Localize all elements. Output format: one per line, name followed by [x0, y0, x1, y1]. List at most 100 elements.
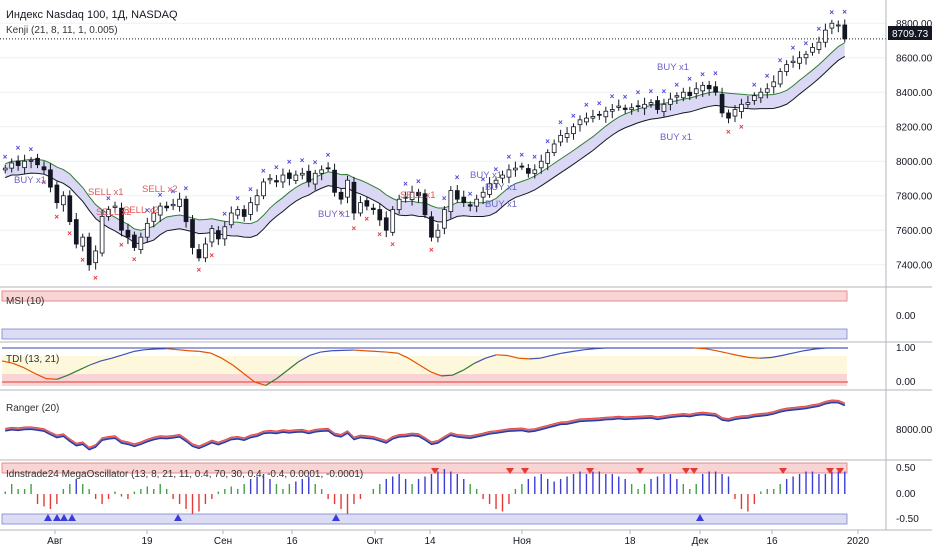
tdi-line-segment [694, 347, 706, 350]
tdi-line-segment [770, 354, 783, 359]
candle-body [209, 228, 215, 243]
candle-body [216, 230, 221, 240]
oscillator-down-marker [682, 468, 690, 474]
oscillator-down-marker [586, 468, 594, 474]
oscillator-down-marker [431, 468, 439, 474]
signal-cross: × [636, 88, 641, 97]
candle-body [564, 133, 570, 138]
signal-cross: × [623, 93, 628, 102]
indicator-label-ranger: Ranger (20) [6, 403, 59, 414]
osc-lower-zone [1, 513, 848, 525]
oscillator-up-marker [174, 514, 182, 521]
tdi-line-segment [199, 350, 211, 354]
tdi-pane[interactable] [1, 347, 848, 386]
price-tick-label: 7400.00 [896, 260, 932, 271]
candle-body [739, 103, 744, 112]
main-price-pane[interactable]: × × × × × × × × × × × × × × × × × × × × × × × × × × × × × × × × × × × × × × × ×… [0, 7, 886, 283]
signal-cross: × [829, 8, 834, 17]
candle-body [758, 91, 764, 99]
tdi-line-segment [573, 349, 585, 352]
price-tick-label: 8400.00 [896, 88, 932, 99]
signal-annotation: BUY x1 [470, 170, 502, 181]
tdi-line-segment [364, 350, 376, 352]
candle-body [429, 216, 434, 238]
candle-body [513, 167, 518, 171]
tdi-tick-label: 1.00 [896, 343, 916, 354]
signal-annotation: BUY x1 [14, 175, 46, 186]
tdi-line-segment [254, 381, 266, 386]
signal-annotation: BUY x1 [485, 199, 517, 210]
candle-body [170, 203, 176, 207]
candle-body [597, 113, 602, 116]
signal-cross: × [558, 118, 563, 127]
price-tick-label: 8800.00 [896, 19, 932, 30]
osc-tick-label: -0.50 [896, 514, 919, 525]
candle-body [228, 212, 234, 226]
signal-cross: × [765, 71, 770, 80]
signal-cross: × [209, 251, 214, 260]
signal-cross: × [67, 229, 72, 238]
candle-body [2, 167, 8, 171]
tdi-line-segment [122, 350, 135, 356]
candle-body [235, 209, 241, 216]
signal-annotation: BUY x1 [485, 182, 517, 193]
tdi-line-segment [144, 348, 156, 351]
signal-cross: × [106, 194, 111, 203]
tdi-line-segment [716, 350, 728, 354]
tdi-line-segment [551, 352, 563, 357]
candle-body [299, 172, 305, 176]
candle-body [680, 91, 686, 99]
ranger-tick-label: 8000.00 [896, 425, 932, 436]
tdi-line-segment [507, 354, 519, 359]
msi-tick-label: 0.00 [896, 311, 916, 322]
signal-cross: × [132, 255, 137, 264]
tdi-line-segment [188, 350, 200, 352]
msi-pane[interactable] [1, 290, 848, 340]
candle-body [764, 88, 770, 93]
oscillator-pane[interactable] [1, 462, 848, 525]
candle-body [73, 219, 79, 245]
candle-body [280, 174, 286, 183]
candle-body [422, 193, 428, 216]
signal-cross: × [816, 25, 821, 34]
candle-body [138, 236, 144, 250]
candle-body [312, 172, 318, 185]
candle-body [842, 24, 848, 40]
signal-annotation: BUY x1 [318, 209, 350, 220]
signal-cross: × [235, 194, 240, 203]
signal-cross: × [248, 185, 253, 194]
ranger-pane[interactable] [5, 399, 845, 451]
signal-cross: × [532, 152, 537, 161]
candle-body [86, 236, 92, 266]
candle-body [700, 84, 706, 92]
candle-body [525, 168, 531, 174]
candle-body [332, 169, 337, 193]
signal-cross: × [778, 56, 783, 65]
candle-body [93, 250, 98, 264]
tdi-line-segment [166, 348, 178, 351]
signal-cross: × [739, 122, 744, 131]
candle-body [306, 170, 312, 183]
tdi-line-segment [452, 369, 464, 376]
tdi-line-segment [34, 372, 47, 380]
candle-body [558, 134, 563, 143]
candle-body [454, 190, 460, 200]
tdi-line-segment [496, 354, 508, 357]
signal-cross: × [791, 44, 796, 53]
candle-body [500, 174, 505, 179]
signal-annotation: SELL x1 [88, 187, 124, 198]
signal-cross: × [687, 75, 692, 84]
tdi-line-segment [353, 349, 365, 352]
signal-cross: × [519, 151, 524, 160]
candle-body [823, 29, 828, 43]
tdi-line-segment [397, 352, 409, 359]
signal-cross: × [610, 92, 615, 101]
candle-body [358, 202, 363, 214]
oscillator-down-marker [836, 468, 844, 474]
candle-body [125, 229, 131, 238]
signal-cross: × [119, 240, 124, 249]
candle-body [190, 219, 195, 248]
candle-body [519, 165, 525, 168]
candle-body [506, 169, 512, 178]
